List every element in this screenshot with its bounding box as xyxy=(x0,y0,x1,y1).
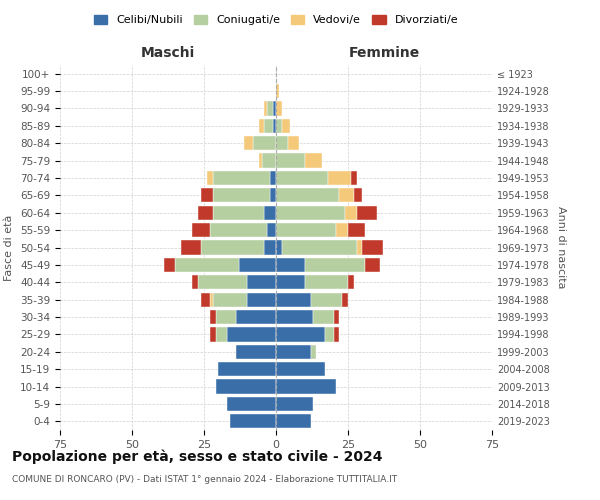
Bar xyxy=(268,223,276,237)
Bar xyxy=(212,292,247,307)
Y-axis label: Anni di nascita: Anni di nascita xyxy=(556,206,566,289)
Y-axis label: Fasce di età: Fasce di età xyxy=(4,214,14,280)
Bar xyxy=(198,275,247,289)
Bar xyxy=(276,328,325,342)
Bar xyxy=(305,275,348,289)
Bar xyxy=(270,188,276,202)
Bar xyxy=(259,118,265,133)
Bar xyxy=(262,154,276,168)
Text: Popolazione per età, sesso e stato civile - 2024: Popolazione per età, sesso e stato civil… xyxy=(12,450,383,464)
Bar xyxy=(268,102,273,116)
Bar xyxy=(210,292,212,307)
Bar xyxy=(340,188,354,202)
Bar xyxy=(356,206,377,220)
Bar xyxy=(276,223,337,237)
Bar xyxy=(212,206,265,220)
Bar xyxy=(276,240,282,254)
Bar xyxy=(273,102,276,116)
Bar xyxy=(270,171,276,185)
Bar xyxy=(276,292,311,307)
Bar xyxy=(282,240,356,254)
Bar xyxy=(215,328,227,342)
Bar xyxy=(253,136,276,150)
Bar xyxy=(276,258,305,272)
Legend: Celibi/Nubili, Coniugati/e, Vedovi/e, Divorziati/e: Celibi/Nubili, Coniugati/e, Vedovi/e, Di… xyxy=(89,10,463,30)
Bar xyxy=(218,362,276,376)
Bar xyxy=(175,258,239,272)
Bar xyxy=(215,380,276,394)
Bar xyxy=(227,328,276,342)
Text: Maschi: Maschi xyxy=(141,46,195,60)
Bar xyxy=(259,154,262,168)
Bar xyxy=(356,240,362,254)
Bar xyxy=(193,275,198,289)
Bar xyxy=(212,188,270,202)
Bar xyxy=(198,206,212,220)
Bar xyxy=(227,397,276,411)
Bar xyxy=(282,118,290,133)
Bar xyxy=(239,258,276,272)
Bar xyxy=(210,310,215,324)
Bar xyxy=(276,136,287,150)
Bar xyxy=(354,188,362,202)
Bar xyxy=(342,292,348,307)
Bar xyxy=(164,258,175,272)
Bar xyxy=(276,154,305,168)
Bar xyxy=(276,397,313,411)
Bar xyxy=(210,328,215,342)
Bar xyxy=(276,206,345,220)
Bar xyxy=(207,171,212,185)
Bar xyxy=(244,136,253,150)
Bar xyxy=(265,206,276,220)
Bar xyxy=(305,258,365,272)
Bar xyxy=(276,344,311,359)
Bar xyxy=(236,310,276,324)
Bar xyxy=(351,171,356,185)
Bar xyxy=(201,188,212,202)
Bar xyxy=(265,118,273,133)
Bar xyxy=(276,414,311,428)
Bar xyxy=(305,154,322,168)
Bar xyxy=(230,414,276,428)
Bar xyxy=(276,171,328,185)
Bar xyxy=(348,275,354,289)
Bar xyxy=(276,275,305,289)
Bar xyxy=(276,310,313,324)
Bar xyxy=(328,171,351,185)
Bar xyxy=(193,223,210,237)
Text: COMUNE DI RONCARO (PV) - Dati ISTAT 1° gennaio 2024 - Elaborazione TUTTITALIA.IT: COMUNE DI RONCARO (PV) - Dati ISTAT 1° g… xyxy=(12,475,397,484)
Bar xyxy=(210,223,268,237)
Bar xyxy=(345,206,356,220)
Bar xyxy=(201,240,265,254)
Bar xyxy=(212,171,270,185)
Bar xyxy=(276,118,282,133)
Bar xyxy=(201,292,210,307)
Bar xyxy=(215,310,236,324)
Bar xyxy=(311,292,342,307)
Bar xyxy=(362,240,383,254)
Bar xyxy=(287,136,299,150)
Bar xyxy=(348,223,365,237)
Bar xyxy=(181,240,201,254)
Bar xyxy=(334,328,340,342)
Text: Femmine: Femmine xyxy=(349,46,419,60)
Bar xyxy=(365,258,380,272)
Bar xyxy=(265,240,276,254)
Bar xyxy=(325,328,334,342)
Bar xyxy=(276,380,337,394)
Bar xyxy=(276,362,325,376)
Bar xyxy=(276,84,279,98)
Bar xyxy=(276,188,340,202)
Bar xyxy=(273,118,276,133)
Bar xyxy=(236,344,276,359)
Bar xyxy=(334,310,340,324)
Bar xyxy=(311,344,316,359)
Bar xyxy=(265,102,268,116)
Bar xyxy=(337,223,348,237)
Bar xyxy=(276,102,282,116)
Bar xyxy=(247,292,276,307)
Bar xyxy=(313,310,334,324)
Bar xyxy=(247,275,276,289)
